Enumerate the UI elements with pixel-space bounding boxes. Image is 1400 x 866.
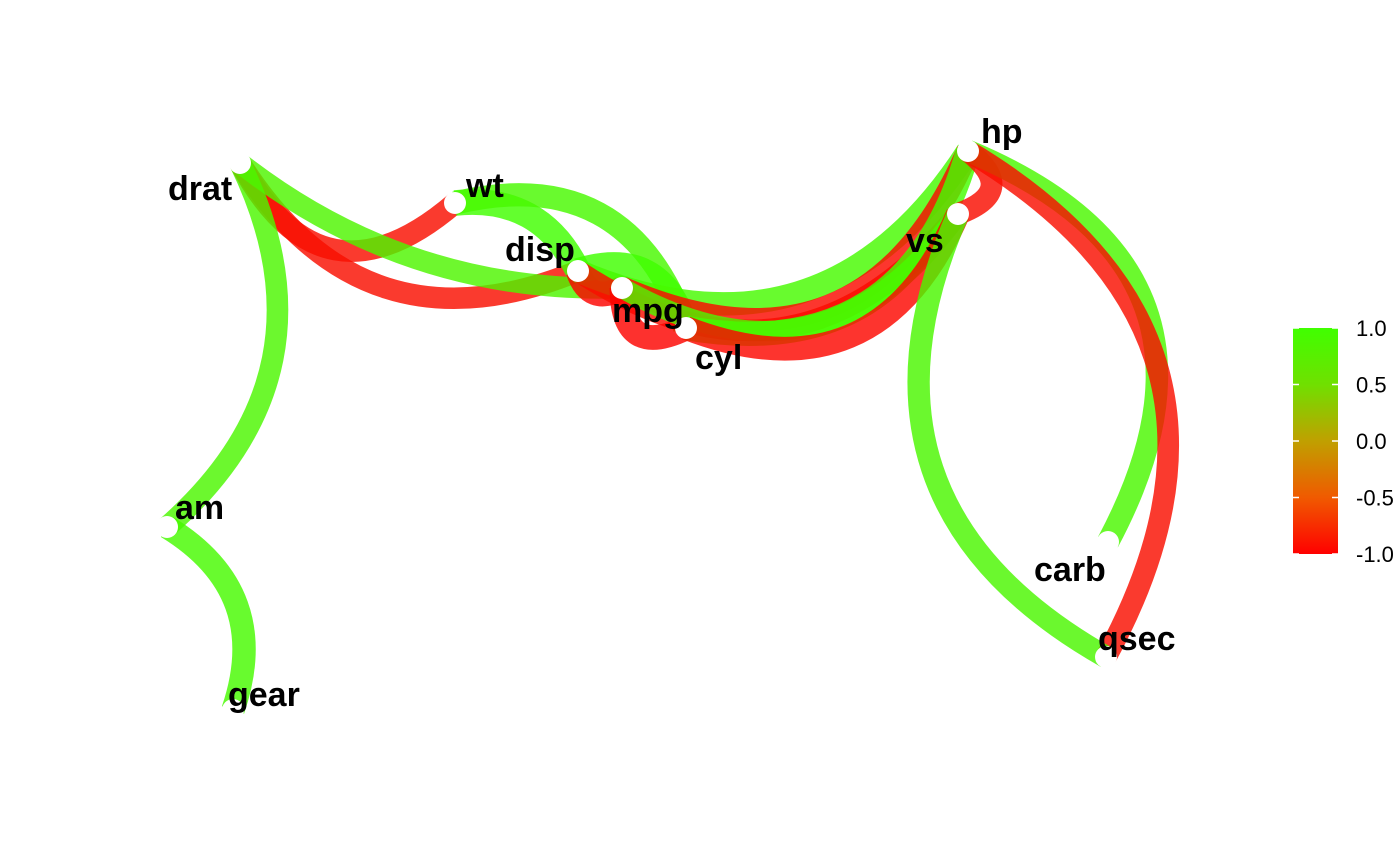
- legend-tick-label: 0.5: [1356, 373, 1387, 398]
- node-label-mpg: mpg: [612, 292, 684, 330]
- color-legend: 1.0 0.5 0.0 -0.5 -1.0: [1293, 316, 1394, 567]
- node-label-carb: carb: [1034, 551, 1106, 589]
- node-label-cyl: cyl: [695, 339, 742, 377]
- node-mpg: [611, 277, 633, 299]
- node-label-wt: wt: [465, 167, 504, 205]
- node-wt: [444, 192, 466, 214]
- edge-drat-mpg: [233, 154, 623, 299]
- node-vs: [947, 203, 969, 225]
- node-label-vs: vs: [906, 222, 944, 260]
- edges-layer: [159, 140, 1179, 714]
- edge-hp-qsec: [962, 141, 1179, 663]
- node-gear: [222, 699, 244, 721]
- legend-tick-label: 1.0: [1356, 316, 1387, 341]
- legend-color-bar: [1293, 328, 1338, 554]
- node-carb: [1097, 531, 1119, 553]
- node-am: [156, 516, 178, 538]
- edge-am-gear: [160, 517, 256, 714]
- node-label-qsec: qsec: [1098, 620, 1176, 658]
- node-label-hp: hp: [981, 113, 1023, 151]
- node-qsec: [1095, 646, 1117, 668]
- node-drat: [229, 152, 251, 174]
- node-disp: [567, 260, 589, 282]
- node-label-disp: disp: [505, 231, 575, 269]
- edge-drat-am: [159, 158, 289, 536]
- edge-mpg-cyl: [609, 287, 692, 350]
- edge-vs-qsec: [907, 209, 1112, 667]
- node-hp: [957, 140, 979, 162]
- legend-tick-label: -1.0: [1356, 542, 1394, 567]
- legend-tick-label: -0.5: [1356, 486, 1394, 511]
- node-label-gear: gear: [228, 676, 300, 714]
- node-label-am: am: [175, 489, 224, 527]
- nodes-layer: [156, 140, 1119, 721]
- node-cyl: [675, 317, 697, 339]
- legend-tick-label: 0.0: [1356, 429, 1387, 454]
- node-label-drat: drat: [168, 170, 232, 208]
